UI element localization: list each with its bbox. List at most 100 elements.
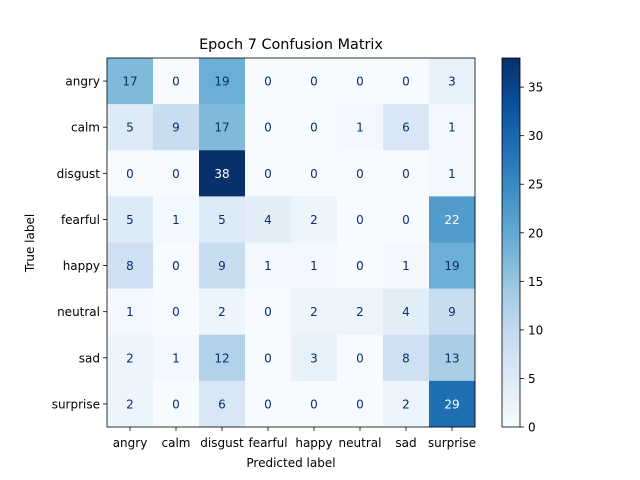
- heatmap-cell: [199, 104, 246, 151]
- heatmap-cell: [291, 104, 338, 151]
- heatmap-cell: [383, 380, 430, 428]
- cell-value-label: 0: [172, 305, 180, 319]
- heatmap-cell: [291, 334, 338, 382]
- heatmap-cell: [199, 150, 246, 197]
- heatmap-cell: [245, 242, 292, 290]
- heatmap-cell: [337, 334, 384, 382]
- heatmap-cells: [107, 58, 476, 428]
- cell-value-label: 8: [126, 259, 134, 273]
- cell-value-label: 19: [444, 259, 459, 273]
- cell-value-label: 38: [214, 167, 229, 181]
- y-tick-label: fearful: [61, 213, 100, 227]
- cell-value-label: 0: [402, 75, 410, 89]
- cell-value-label: 17: [122, 75, 137, 89]
- cell-value-label: 22: [444, 213, 459, 227]
- colorbar-tick-label: 15: [528, 275, 543, 289]
- y-axis-ticks: angry calm disgust fearful happy neutral sad su…: [52, 75, 107, 411]
- cell-value-label: 0: [402, 213, 410, 227]
- cell-value-label: 1: [126, 305, 134, 319]
- cell-value-label: 0: [172, 75, 180, 89]
- cell-value-label: 0: [356, 167, 364, 181]
- heatmap-cell: [245, 380, 292, 428]
- cell-value-label: 1: [402, 259, 410, 273]
- colorbar-tick-label: 10: [528, 323, 543, 337]
- cell-value-label: 0: [172, 259, 180, 273]
- heatmap-cell: [245, 334, 292, 382]
- heatmap-cell: [383, 104, 430, 151]
- heatmap-cell: [153, 242, 200, 290]
- colorbar-tick-label: 25: [528, 178, 543, 192]
- cell-value-label: 0: [264, 121, 272, 135]
- heatmap-cell: [337, 150, 384, 197]
- heatmap-cell: [153, 196, 200, 243]
- x-tick-label: fearful: [248, 436, 287, 450]
- x-tick-label: disgust: [200, 436, 244, 450]
- heatmap-cell: [429, 242, 476, 290]
- cell-value-label: 2: [310, 213, 318, 227]
- y-tick-label: sad: [79, 351, 100, 365]
- heatmap-cell: [291, 380, 338, 428]
- heatmap-cell: [199, 334, 246, 382]
- cell-value-label: 0: [310, 75, 318, 89]
- cell-value-label: 13: [444, 351, 459, 365]
- x-axis-label: Predicted label: [246, 456, 335, 470]
- colorbar-tick-label: 35: [528, 81, 543, 95]
- cell-value-label: 0: [310, 167, 318, 181]
- heatmap-cell: [429, 196, 476, 243]
- cell-value-label: 9: [172, 121, 180, 135]
- heatmap-cell: [107, 334, 154, 382]
- heatmap-cell: [245, 58, 292, 105]
- heatmap-cell: [291, 58, 338, 105]
- x-tick-label: angry: [113, 436, 148, 450]
- heatmap-cell: [107, 380, 154, 428]
- heatmap-cell: [429, 334, 476, 382]
- x-tick-label: sad: [395, 436, 416, 450]
- cell-value-label: 19: [214, 75, 229, 89]
- cell-value-label: 0: [402, 167, 410, 181]
- colorbar-tick-label: 20: [528, 226, 543, 240]
- cell-value-label: 6: [218, 397, 226, 411]
- heatmap-cell: [337, 288, 384, 336]
- cell-value-label: 17: [214, 121, 229, 135]
- cell-value-label: 0: [356, 213, 364, 227]
- heatmap-cell: [337, 380, 384, 428]
- cell-value-label: 1: [448, 121, 456, 135]
- cell-value-label: 5: [126, 213, 134, 227]
- x-tick-label: calm: [162, 436, 191, 450]
- cell-value-label: 0: [264, 167, 272, 181]
- cell-value-label: 0: [126, 167, 134, 181]
- cell-value-label: 5: [126, 121, 134, 135]
- heatmap-cell: [153, 334, 200, 382]
- cell-value-label: 0: [356, 351, 364, 365]
- y-tick-label: neutral: [57, 305, 100, 319]
- colorbar: 0 5 10 15 20 25 30 35: [501, 57, 543, 435]
- cell-value-label: 2: [356, 305, 364, 319]
- heatmap-cell: [337, 242, 384, 290]
- y-axis-label: True label: [23, 214, 37, 273]
- cell-value-label: 4: [402, 305, 410, 319]
- colorbar-tick-label: 30: [528, 129, 543, 143]
- heatmap-cell: [153, 150, 200, 197]
- cell-value-label: 0: [356, 75, 364, 89]
- x-axis-ticks: angry calm disgust fearful happy neutral sad su…: [113, 427, 476, 450]
- cell-value-label: 9: [448, 305, 456, 319]
- heatmap-cell: [245, 288, 292, 336]
- cell-value-label: 12: [214, 351, 229, 365]
- heatmap-cell: [107, 242, 154, 290]
- cell-value-label: 29: [444, 397, 459, 411]
- heatmap-cell: [337, 104, 384, 151]
- colorbar-tick-label: 5: [528, 372, 536, 386]
- heatmap-cell: [153, 380, 200, 428]
- heatmap-cell: [153, 58, 200, 105]
- plot-frame: [106, 57, 476, 428]
- heatmap-cell: [199, 380, 246, 428]
- cell-value-label: 3: [310, 351, 318, 365]
- heatmap-cell: [107, 196, 154, 243]
- heatmap-cell: [291, 288, 338, 336]
- cell-value-label: 2: [310, 305, 318, 319]
- cell-value-label: 5: [218, 213, 226, 227]
- heatmap-cell: [291, 150, 338, 197]
- cell-value-label: 0: [172, 167, 180, 181]
- cell-value-label: 1: [310, 259, 318, 273]
